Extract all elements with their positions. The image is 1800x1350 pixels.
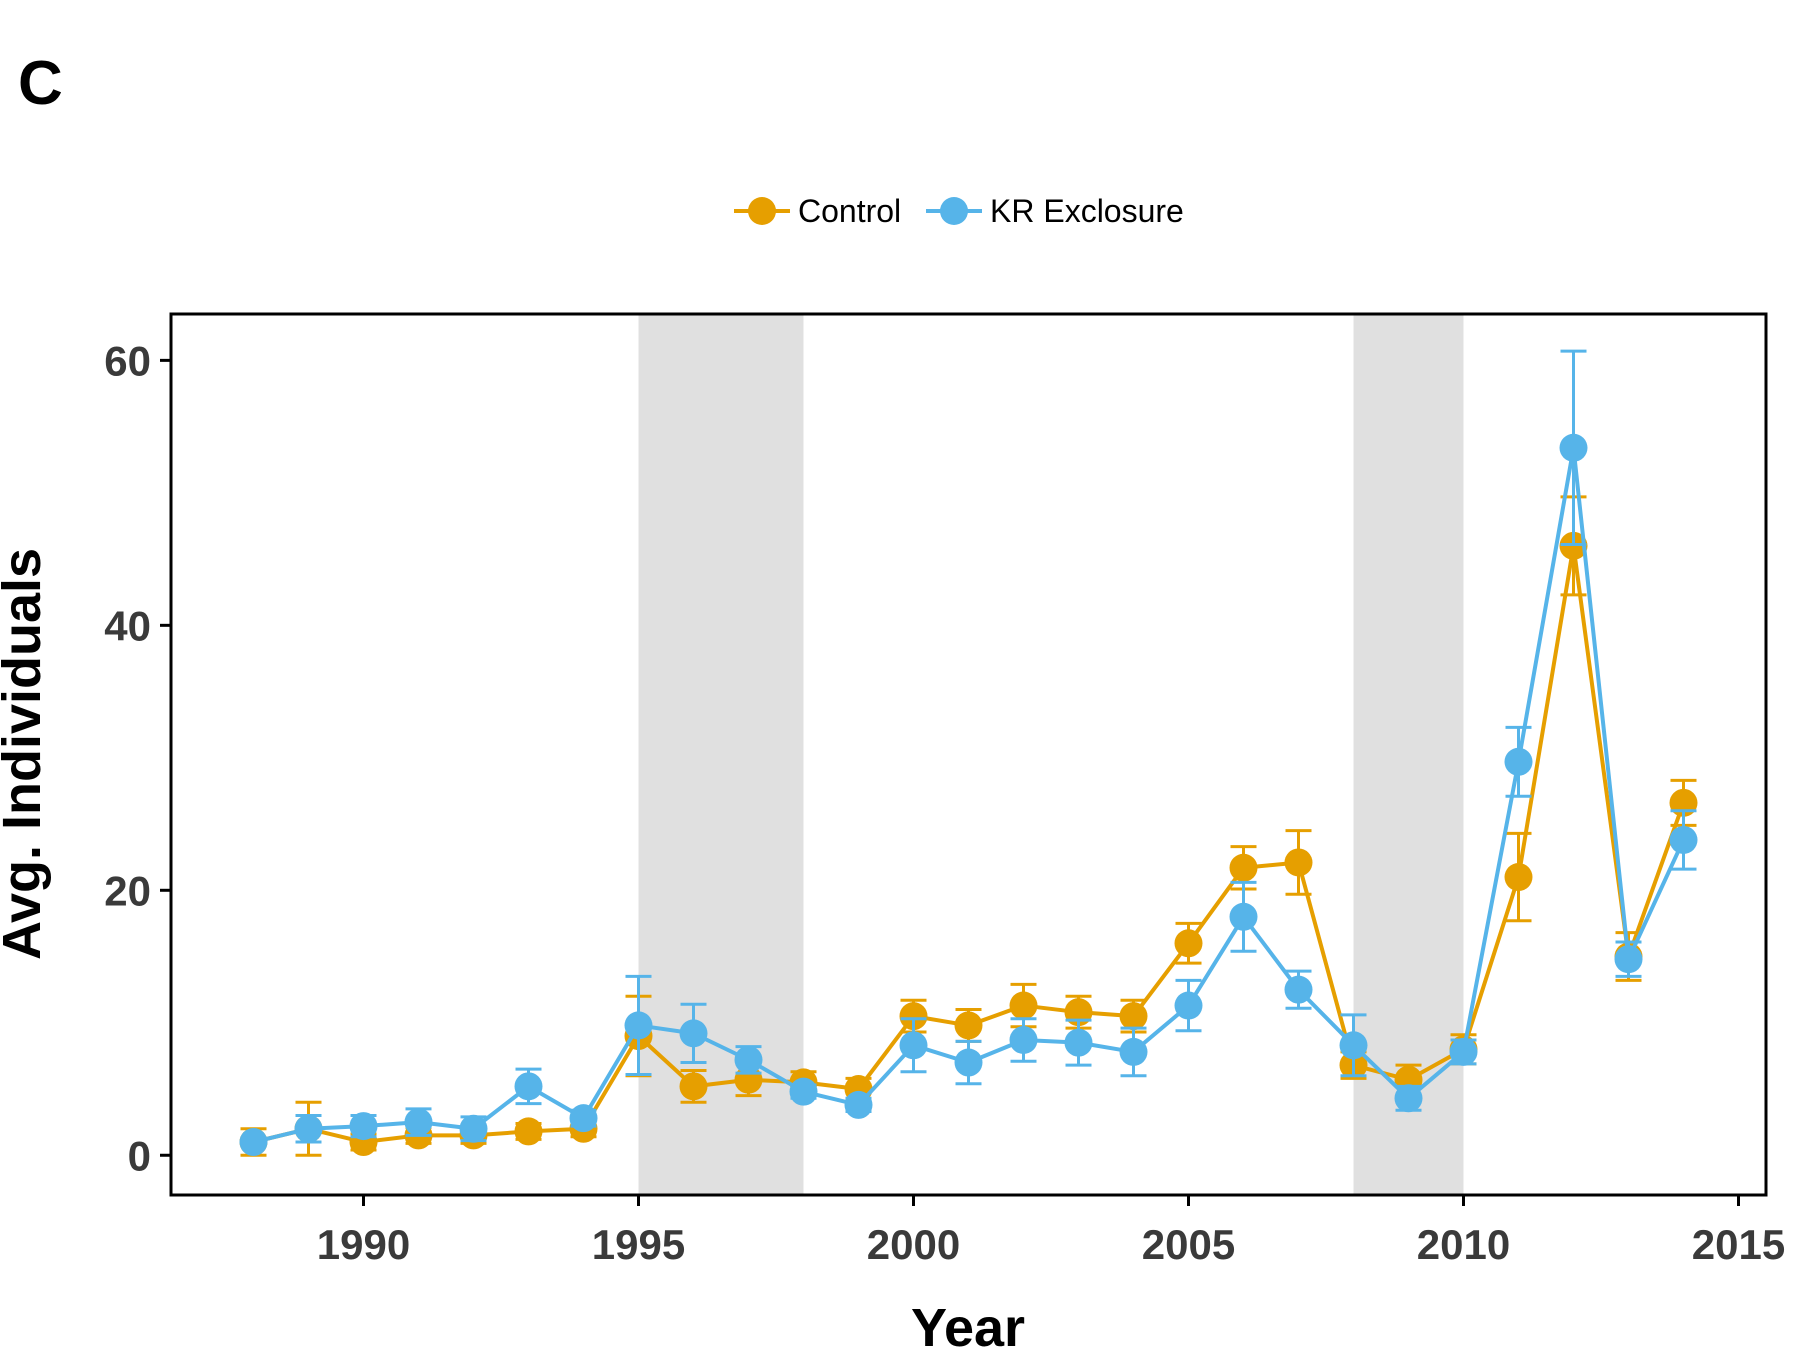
x-tick-label: 2015 [1692, 1221, 1785, 1268]
panel-label: C [18, 49, 63, 118]
data-point-control [1284, 848, 1313, 877]
data-point-kr-exclosure [624, 1011, 653, 1040]
shaded-period-1 [638, 314, 804, 1195]
data-point-kr-exclosure [1284, 975, 1313, 1004]
y-tick-label: 0 [128, 1132, 151, 1179]
plot-frame [169, 312, 1768, 1197]
data-point-kr-exclosure [349, 1112, 378, 1141]
data-point-kr-exclosure [239, 1128, 268, 1157]
data-point-kr-exclosure [1064, 1028, 1093, 1057]
data-point-kr-exclosure [899, 1031, 928, 1060]
data-point-kr-exclosure [1229, 902, 1258, 931]
y-tick-label: 40 [104, 602, 151, 649]
shaded-periods [638, 314, 1464, 1195]
data-point-kr-exclosure [1504, 747, 1533, 776]
data-point-kr-exclosure [1174, 991, 1203, 1020]
data-point-kr-exclosure [459, 1114, 488, 1143]
data-point-control [1119, 1002, 1148, 1031]
data-point-kr-exclosure [844, 1090, 873, 1119]
x-axis-title: Year [911, 1298, 1025, 1350]
data-point-kr-exclosure [679, 1019, 708, 1048]
data-point-kr-exclosure [514, 1072, 543, 1101]
data-point-kr-exclosure [1559, 433, 1588, 462]
x-tick-label: 2010 [1417, 1221, 1510, 1268]
y-axis-title: Avg. Individuals [0, 548, 52, 960]
data-point-kr-exclosure [734, 1045, 763, 1074]
legend-label-kr-exclosure: KR Exclosure [990, 193, 1184, 229]
x-tick-label: 2000 [867, 1221, 960, 1268]
series-kr-exclosure [239, 349, 1698, 1157]
x-tick-label: 1990 [317, 1221, 410, 1268]
data-point-control [899, 1002, 928, 1031]
data-point-kr-exclosure [1339, 1031, 1368, 1060]
y-axis: 0 20 40 60 [104, 337, 171, 1179]
x-tick-label: 2005 [1142, 1221, 1235, 1268]
data-point-control [954, 1011, 983, 1040]
x-tick-label: 1995 [592, 1221, 685, 1268]
shaded-period-2 [1353, 314, 1464, 1195]
data-point-kr-exclosure [569, 1104, 598, 1133]
data-point-control [1174, 929, 1203, 958]
data-point-kr-exclosure [1119, 1037, 1148, 1066]
y-tick-label: 20 [104, 867, 151, 914]
data-point-control [1504, 863, 1533, 892]
data-point-kr-exclosure [404, 1108, 433, 1137]
data-point-kr-exclosure [294, 1114, 323, 1143]
legend-dot-kr-exclosure [940, 197, 968, 225]
data-point-kr-exclosure [1394, 1084, 1423, 1113]
series-layer [239, 349, 1698, 1157]
data-point-control [514, 1117, 543, 1146]
data-point-kr-exclosure [1614, 945, 1643, 974]
data-point-kr-exclosure [1009, 1025, 1038, 1054]
data-point-kr-exclosure [954, 1048, 983, 1077]
data-point-kr-exclosure [1669, 825, 1698, 854]
data-point-kr-exclosure [789, 1077, 818, 1106]
data-point-control [1229, 853, 1258, 882]
data-point-kr-exclosure [1449, 1037, 1478, 1066]
legend: Control KR Exclosure [734, 193, 1184, 229]
x-axis: 1990 1995 2000 2005 2010 2015 [317, 1195, 1785, 1268]
data-point-control [679, 1072, 708, 1101]
legend-label-control: Control [798, 193, 901, 229]
y-tick-label: 60 [104, 337, 151, 384]
legend-dot-control [748, 197, 776, 225]
data-point-control [1009, 991, 1038, 1020]
